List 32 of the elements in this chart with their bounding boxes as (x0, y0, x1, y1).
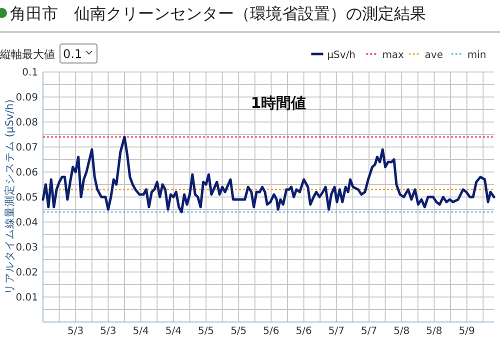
legend-label: max (382, 50, 404, 61)
y-axis-title: リアルタイム線量測定システム (μSv/h) (3, 99, 16, 295)
y-tick-label: 0.08 (16, 118, 38, 128)
x-tick-label: 5/3 (100, 326, 116, 337)
x-tick-label: 5/7 (328, 326, 344, 337)
x-tick-label: 5/5 (230, 326, 247, 337)
dropdown-field: 0.1 (60, 44, 98, 64)
legend-label: μSv/h (327, 50, 356, 61)
x-tick-label: 5/8 (394, 326, 410, 337)
x-tick-label: 5/8 (426, 326, 442, 337)
y-tick-label: 0.04 (16, 218, 38, 228)
y-tick-label: 0.05 (16, 192, 38, 204)
y-tick-label: 0.09 (16, 92, 38, 104)
text: 1時間値 (250, 94, 306, 112)
y-tick-label: 0.02 (16, 268, 38, 278)
x-tick-label: 5/6 (263, 326, 280, 337)
x-tick-label: 5/6 (296, 326, 312, 337)
legend-label: ave (424, 50, 444, 61)
x-tick-label: 5/4 (165, 326, 182, 337)
y-tick-label: 0.07 (16, 142, 38, 154)
y-tick-label: 0.06 (16, 168, 38, 178)
chart-title: 角田市 仙南クリーンセンター（環境省設置）の測定結果 (10, 4, 426, 23)
x-tick-label: 5/4 (132, 326, 149, 337)
y-tick-label: 0.01 (16, 292, 38, 304)
text: 縦軸最大値 (0, 48, 55, 61)
legend-label: min (467, 50, 486, 61)
x-tick-label: 5/5 (198, 326, 214, 337)
y-tick-label: 0.1 (22, 68, 38, 78)
x-tick-label: 5/3 (68, 326, 84, 337)
x-tick-label: 5/7 (360, 326, 378, 337)
y-tick-label: 0.03 (16, 242, 38, 254)
x-tick-label: 5/9 (458, 326, 475, 337)
